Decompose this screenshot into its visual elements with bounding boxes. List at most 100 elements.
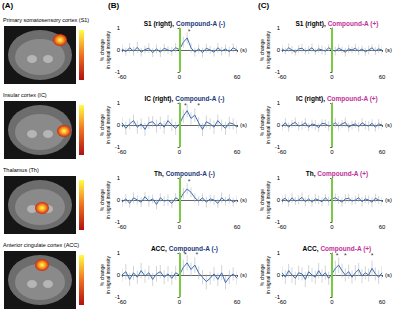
svg-text:in signal intensity: in signal intensity — [265, 255, 271, 294]
svg-text:(s): (s) — [385, 47, 392, 53]
svg-text:Compound-A (-): Compound-A (-) — [166, 170, 215, 178]
svg-text:in signal intensity: in signal intensity — [265, 180, 271, 219]
svg-text:1: 1 — [117, 100, 121, 106]
svg-text:-1: -1 — [114, 294, 120, 300]
svg-text:1: 1 — [117, 175, 121, 181]
svg-text:0: 0 — [117, 272, 121, 278]
svg-text:(s): (s) — [240, 197, 247, 203]
svg-text:ACC,: ACC, — [151, 245, 169, 253]
svg-text:0: 0 — [277, 47, 281, 53]
svg-text:1: 1 — [277, 100, 281, 106]
svg-text:(s): (s) — [385, 197, 392, 203]
svg-text:Thalamus (Th): Thalamus (Th) — [3, 167, 39, 173]
svg-text:(s): (s) — [240, 47, 247, 53]
svg-text:0: 0 — [330, 224, 334, 230]
svg-text:*: * — [336, 252, 339, 259]
svg-text:IC (right),: IC (right), — [144, 95, 175, 103]
svg-text:Compound-A (-): Compound-A (-) — [175, 95, 224, 103]
svg-text:1: 1 — [117, 25, 121, 31]
svg-text:(s): (s) — [385, 122, 392, 128]
svg-text:Th,: Th, — [154, 170, 166, 178]
svg-text:% change: % change — [258, 38, 265, 62]
svg-text:0: 0 — [277, 272, 281, 278]
svg-text:60: 60 — [234, 299, 241, 305]
svg-text:1: 1 — [117, 250, 121, 256]
svg-text:in signal intensity: in signal intensity — [105, 180, 111, 219]
svg-text:Compound-A (+): Compound-A (+) — [317, 170, 368, 178]
svg-text:1: 1 — [277, 175, 281, 181]
svg-text:0: 0 — [330, 299, 334, 305]
svg-text:60: 60 — [379, 299, 386, 305]
svg-text:*: * — [344, 252, 347, 259]
svg-text:-60: -60 — [118, 224, 127, 230]
svg-text:*: * — [184, 102, 187, 109]
svg-text:in signal intensity: in signal intensity — [105, 30, 111, 69]
svg-text:0: 0 — [277, 122, 281, 128]
svg-text:(s): (s) — [240, 272, 247, 278]
svg-text:0: 0 — [178, 224, 182, 230]
svg-text:1: 1 — [277, 250, 281, 256]
svg-text:Insular cortex (IC): Insular cortex (IC) — [3, 92, 47, 98]
svg-text:0: 0 — [117, 197, 121, 203]
svg-text:(s): (s) — [240, 122, 247, 128]
svg-text:% change: % change — [98, 263, 105, 287]
svg-text:0: 0 — [178, 299, 182, 305]
svg-text:60: 60 — [234, 149, 241, 155]
svg-text:0: 0 — [178, 149, 182, 155]
svg-text:% change: % change — [98, 38, 105, 62]
svg-text:0: 0 — [277, 197, 281, 203]
svg-text:60: 60 — [379, 149, 386, 155]
svg-text:Th,: Th, — [306, 170, 318, 178]
svg-text:-1: -1 — [114, 144, 120, 150]
svg-text:Anterior cingulate cortex (ACC: Anterior cingulate cortex (ACC) — [3, 242, 79, 248]
svg-text:60: 60 — [234, 74, 241, 80]
svg-text:1: 1 — [277, 25, 281, 31]
svg-text:-60: -60 — [278, 149, 287, 155]
svg-text:(s): (s) — [385, 272, 392, 278]
svg-text:% change: % change — [98, 113, 105, 137]
svg-text:-60: -60 — [278, 224, 287, 230]
html-text:(B): (B) — [108, 1, 120, 10]
svg-text:*: * — [184, 251, 187, 258]
svg-text:-60: -60 — [118, 299, 127, 305]
svg-text:-60: -60 — [118, 74, 127, 80]
svg-text:*: * — [188, 178, 191, 185]
svg-text:60: 60 — [379, 74, 386, 80]
svg-text:% change: % change — [258, 188, 265, 212]
svg-text:S1 (right),: S1 (right), — [295, 20, 327, 28]
svg-text:-1: -1 — [114, 69, 120, 75]
svg-text:Compound-A (+): Compound-A (+) — [328, 20, 379, 28]
svg-text:% change: % change — [258, 113, 265, 137]
svg-text:Primary somatosensory cortex (: Primary somatosensory cortex (S1) — [3, 17, 89, 23]
svg-text:ACC,: ACC, — [303, 245, 321, 253]
svg-text:60: 60 — [379, 224, 386, 230]
svg-text:in signal intensity: in signal intensity — [105, 105, 111, 144]
svg-text:60: 60 — [234, 224, 241, 230]
svg-text:-60: -60 — [118, 149, 127, 155]
svg-text:IC (right),: IC (right), — [296, 95, 327, 103]
svg-text:S1 (right),: S1 (right), — [144, 20, 176, 28]
svg-text:Compound-A (-): Compound-A (-) — [176, 20, 225, 28]
svg-text:0: 0 — [330, 74, 334, 80]
svg-text:0: 0 — [117, 122, 121, 128]
svg-text:in signal intensity: in signal intensity — [265, 30, 271, 69]
svg-text:Compound-A (+): Compound-A (+) — [327, 95, 378, 103]
svg-text:Compound-A (+): Compound-A (+) — [320, 245, 371, 253]
svg-text:Compound-A (-): Compound-A (-) — [169, 245, 218, 253]
svg-text:-60: -60 — [278, 74, 287, 80]
svg-text:0: 0 — [178, 74, 182, 80]
svg-text:0: 0 — [330, 149, 334, 155]
html-text:(A): (A) — [2, 1, 14, 10]
html-text:(C): (C) — [258, 1, 270, 10]
svg-text:*: * — [371, 252, 374, 259]
svg-text:-60: -60 — [278, 299, 287, 305]
svg-text:in signal intensity: in signal intensity — [105, 255, 111, 294]
svg-text:*: * — [197, 102, 200, 109]
svg-text:% change: % change — [258, 263, 265, 287]
svg-text:*: * — [188, 28, 191, 35]
svg-text:*: * — [195, 251, 198, 258]
svg-text:in signal intensity: in signal intensity — [265, 105, 271, 144]
svg-text:% change: % change — [98, 188, 105, 212]
svg-text:-1: -1 — [114, 219, 120, 225]
svg-text:0: 0 — [117, 47, 121, 53]
